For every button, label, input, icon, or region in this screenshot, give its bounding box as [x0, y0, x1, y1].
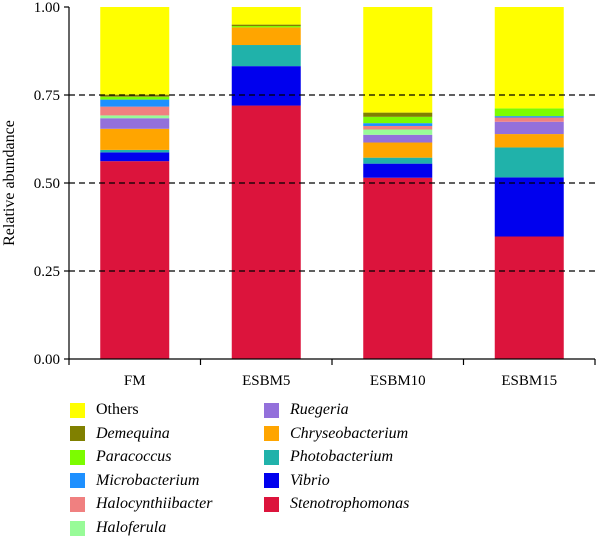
bar-segment-vibrio-esbm10 [363, 163, 433, 178]
y-tick-label: 0.50 [34, 176, 60, 192]
y-axis-title: Relative abundance [1, 120, 18, 246]
bar-segment-photobacterium-esbm5 [231, 45, 301, 67]
bar-segment-vibrio-esbm15 [494, 177, 564, 237]
bar-segment-paracoccus-fm [100, 96, 170, 100]
bar-segment-haloferula-esbm10 [363, 129, 433, 135]
bar-segment-demequina-esbm5 [231, 24, 301, 27]
bar-segment-vibrio-esbm5 [231, 66, 301, 106]
axes-layer: 0.00 0.25 0.50 0.75 1.00 FM ESBM5 ESBM10 ESBM15 [34, 0, 596, 389]
bar-segment-vibrio-fm [100, 152, 170, 162]
legend-label: Others [96, 401, 139, 418]
bar-segment-halocynthiibacter-fm [100, 106, 170, 116]
bar-segment-demequina-esbm10 [363, 112, 433, 117]
bar-segment-stenotrophomonas-esbm5 [231, 105, 301, 359]
bar-segment-stenotrophomonas-fm [100, 161, 170, 359]
bar-segment-halocynthiibacter-esbm15 [494, 117, 564, 122]
bar-segment-chryseobacterium-esbm5 [231, 27, 301, 46]
legend-label: Vibrio [290, 471, 330, 489]
legend-swatch [70, 473, 85, 489]
legend-item-haloferula: Haloferula [70, 518, 166, 538]
bar-segment-chryseobacterium-esbm15 [494, 134, 564, 148]
legend-swatch [264, 496, 279, 512]
bar-segment-paracoccus-esbm10 [363, 116, 433, 124]
bar-segment-others-esbm15 [494, 7, 564, 109]
bar-segment-chryseobacterium-esbm10 [363, 142, 433, 158]
bar-segment-haloferula-fm [100, 115, 170, 119]
y-tick-label: 0.75 [34, 88, 60, 104]
x-tick-label: FM [124, 373, 146, 389]
y-tick-label: 0.00 [34, 352, 60, 368]
bar-segment-paracoccus-esbm15 [494, 108, 564, 117]
legend-item-others: Others [70, 400, 139, 420]
legend-label: Ruegeria [290, 401, 349, 418]
legend-item-photobacterium: Photobacterium [264, 447, 393, 467]
legend-item-halocynthiibacter: Halocynthiibacter [70, 494, 212, 514]
legend-item-microbacterium: Microbacterium [70, 471, 199, 491]
bar-segment-others-esbm10 [363, 7, 433, 113]
legend-label: Microbacterium [96, 471, 200, 489]
bar-segment-paracoccus-esbm5 [231, 26, 301, 28]
bar-segment-stenotrophomonas-esbm15 [494, 236, 564, 359]
legend-label: Stenotrophomonas [290, 495, 410, 513]
legend-swatch [70, 449, 85, 465]
bar-segment-photobacterium-esbm10 [363, 157, 433, 164]
bar-segment-others-esbm5 [231, 7, 301, 25]
bar-segment-demequina-fm [100, 94, 170, 97]
legend-label: Demequina [96, 424, 170, 442]
bars-layer [100, 7, 564, 359]
legend-swatch [70, 496, 85, 512]
bar-segment-photobacterium-fm [100, 149, 170, 153]
legend-label: Photobacterium [290, 448, 394, 466]
legend-swatch [264, 449, 279, 465]
bar-segment-halocynthiibacter-esbm10 [363, 125, 433, 130]
legend-label: Haloferula [96, 519, 167, 536]
legend-item-paracoccus: Paracoccus [70, 447, 172, 467]
legend-swatch [264, 402, 279, 418]
legend-label: Halocynthiibacter [96, 495, 213, 513]
legend-swatch [70, 426, 85, 442]
legend-swatch [70, 402, 85, 418]
legend-item-chryseobacterium: Chryseobacterium [264, 424, 408, 444]
bar-segment-chryseobacterium-fm [100, 128, 170, 150]
bar-segment-microbacterium-esbm10 [363, 123, 433, 126]
y-tick-label: 0.25 [34, 264, 60, 280]
bar-segment-ruegeria-esbm10 [363, 134, 433, 143]
legend-item-demequina: Demequina [70, 424, 170, 444]
legend-swatch [264, 426, 279, 442]
legend-label: Chryseobacterium [290, 424, 409, 442]
legend-label: Paracoccus [96, 448, 172, 466]
bar-segment-stenotrophomonas-esbm10 [363, 177, 433, 359]
bar-segment-others-fm [100, 7, 170, 95]
bar-segment-ruegeria-esbm15 [494, 121, 564, 135]
legend-swatch [264, 473, 279, 489]
bar-segment-photobacterium-esbm15 [494, 147, 564, 178]
bar-segment-microbacterium-fm [100, 99, 170, 107]
legend-swatch [70, 520, 85, 536]
legend-item-stenotrophomonas: Stenotrophomonas [264, 494, 409, 514]
y-tick-label: 1.00 [34, 0, 60, 16]
bar-segment-ruegeria-fm [100, 118, 170, 129]
x-tick-label: ESBM15 [501, 373, 557, 389]
bar-segment-microbacterium-esbm15 [494, 116, 564, 118]
legend-item-ruegeria: Ruegeria [264, 400, 349, 420]
x-tick-label: ESBM10 [370, 373, 426, 389]
legend-item-vibrio: Vibrio [264, 471, 330, 491]
x-tick-label: ESBM5 [242, 373, 290, 389]
grid-layer [69, 94, 595, 272]
